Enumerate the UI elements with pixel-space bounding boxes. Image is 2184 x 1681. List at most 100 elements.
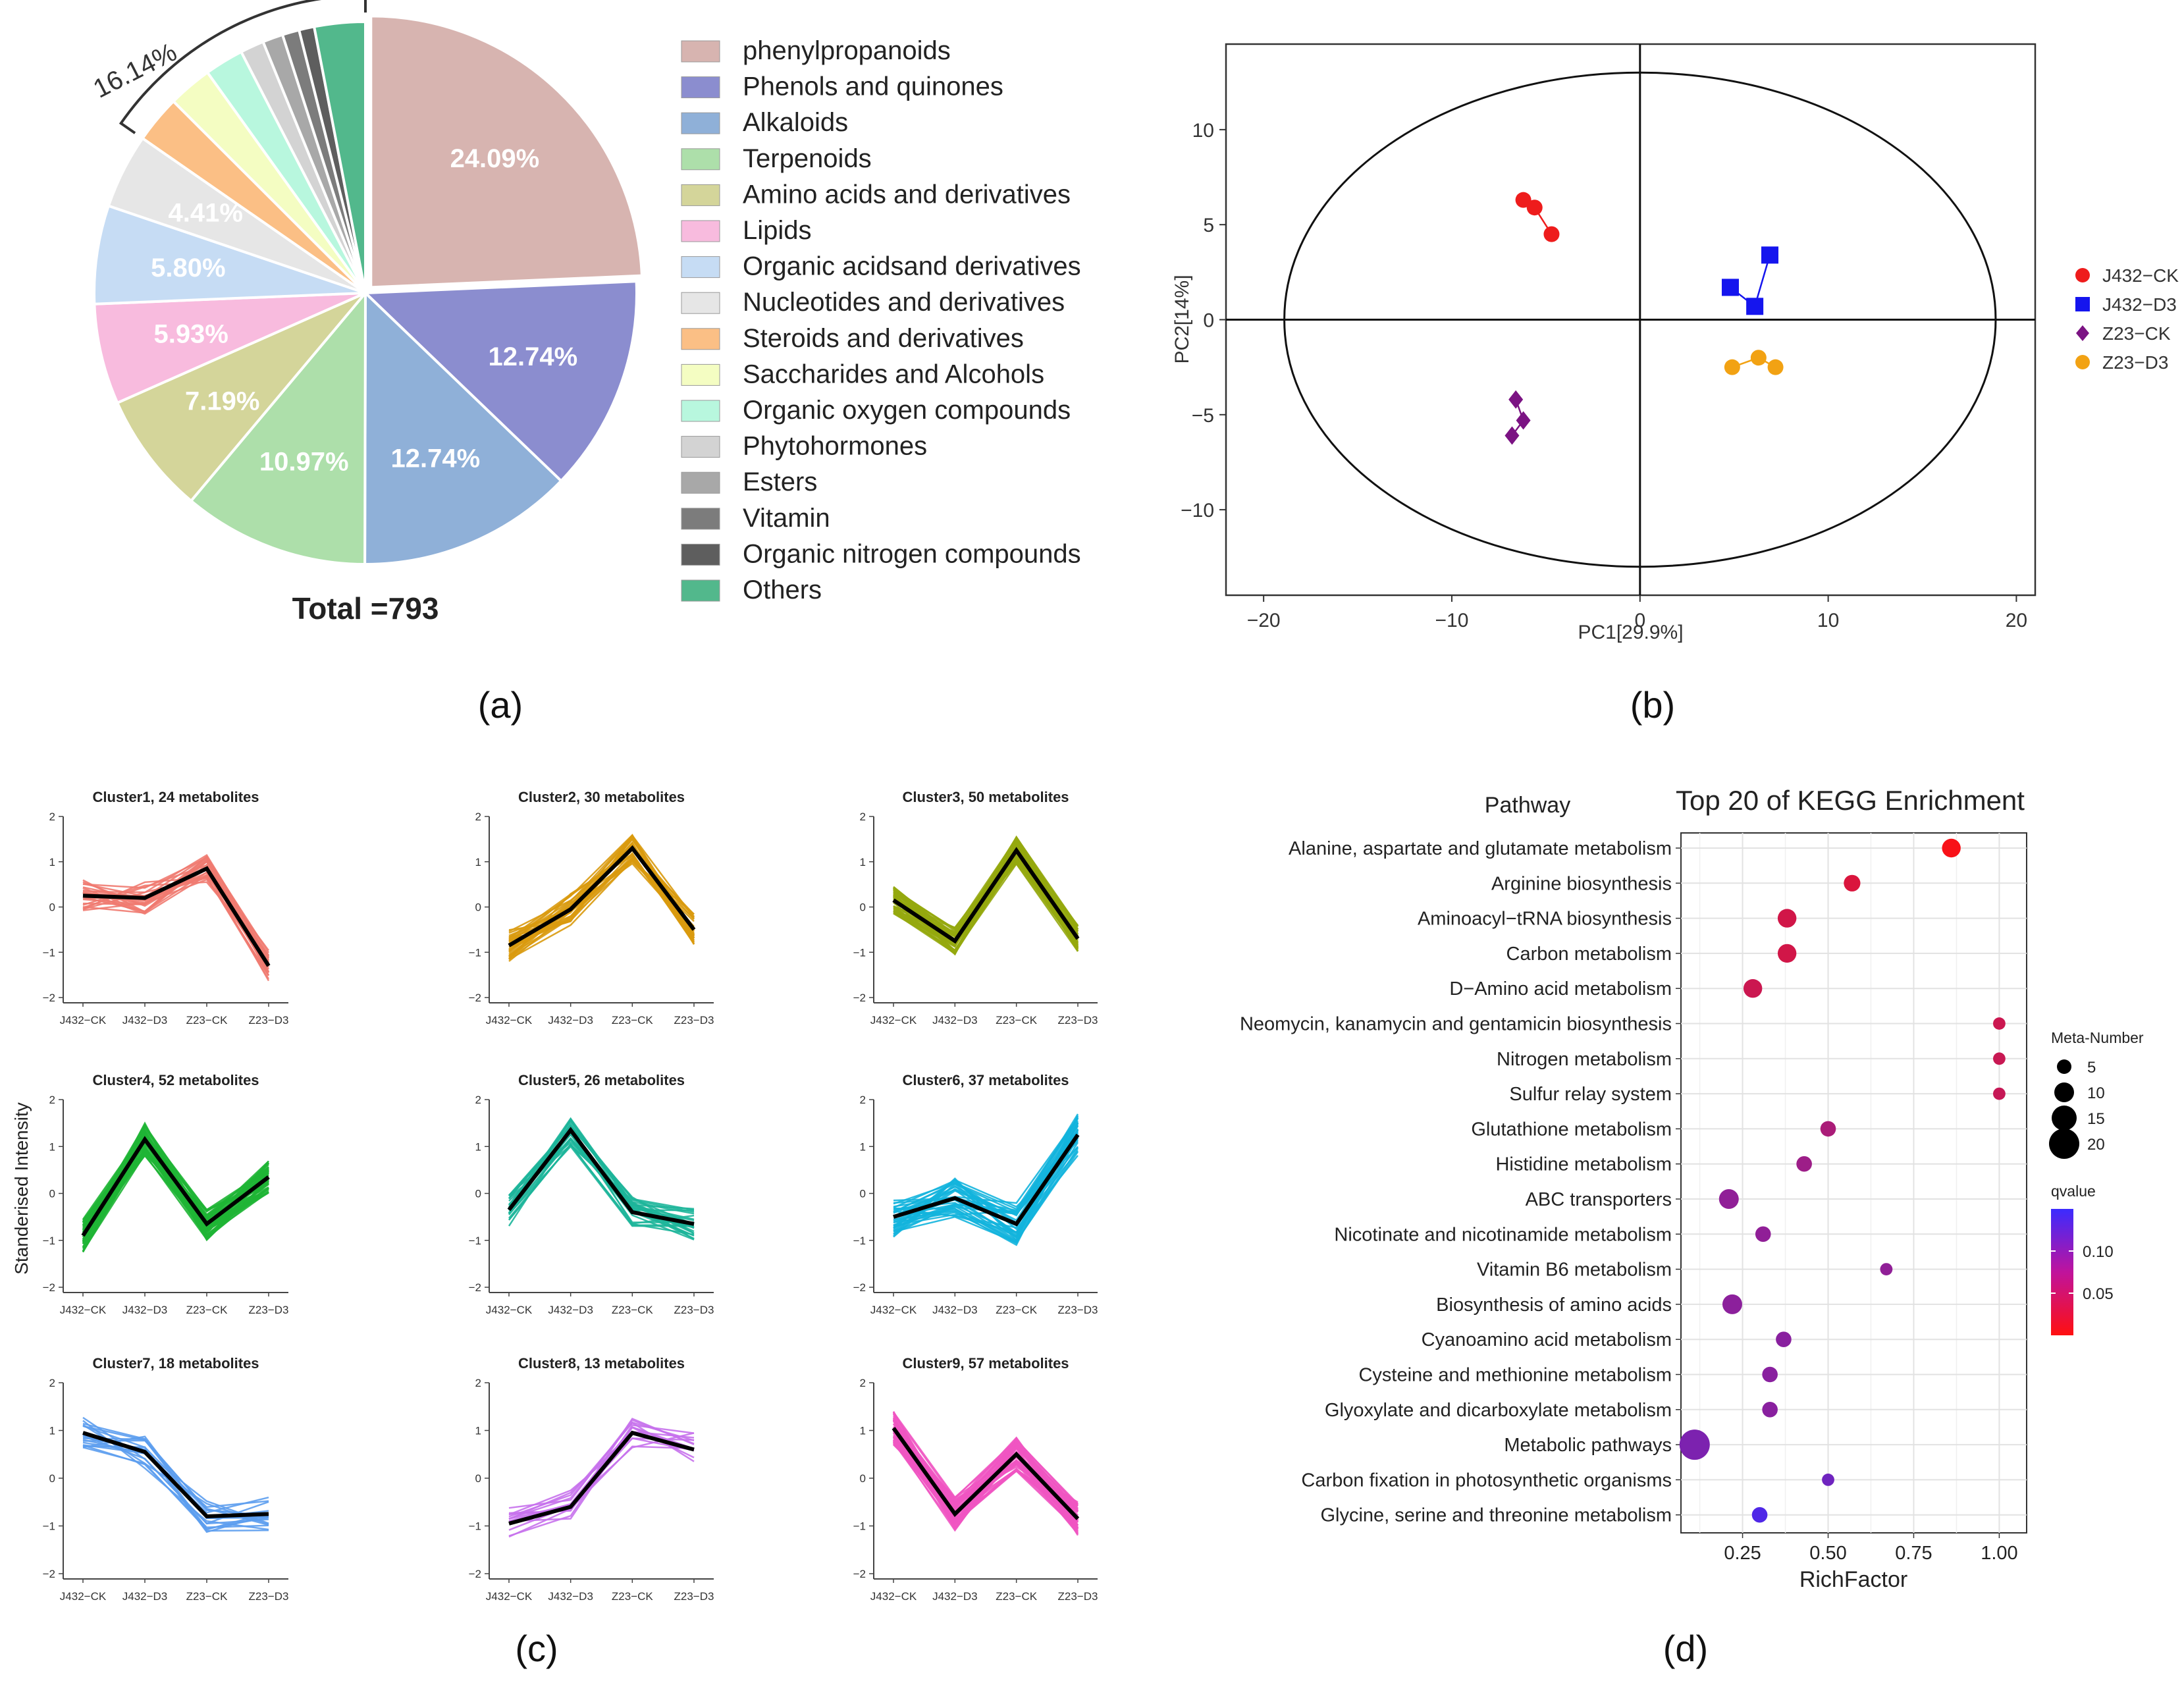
cluster-title: Cluster4, 52 metabolites bbox=[92, 1072, 259, 1088]
data-point bbox=[1746, 298, 1764, 315]
enrichment-bubble bbox=[1777, 909, 1797, 928]
enrichment-bubble bbox=[1880, 1263, 1893, 1275]
metabolite-line bbox=[893, 1113, 1079, 1221]
x-tick-label: Z23−D3 bbox=[1058, 1590, 1098, 1603]
y-tick-label: −2 bbox=[469, 992, 481, 1004]
pie-slice-label: 7.19% bbox=[185, 387, 259, 415]
pathway-label: Cysteine and methionine metabolism bbox=[1358, 1365, 1672, 1386]
size-legend-label: 5 bbox=[2087, 1059, 2096, 1077]
metabolite-line bbox=[508, 1445, 695, 1538]
metabolite-line bbox=[82, 1416, 269, 1525]
x-tick-label: Z23−D3 bbox=[249, 1014, 289, 1027]
x-tick-label: −10 bbox=[1435, 610, 1469, 631]
enrichment-bubble bbox=[1993, 1087, 2006, 1100]
metabolite-line bbox=[82, 1422, 269, 1517]
y-tick-label: 1 bbox=[49, 856, 55, 868]
x-tick-label: J432−CK bbox=[870, 1014, 917, 1027]
color-legend-label: 0.05 bbox=[2083, 1285, 2114, 1303]
legend-label: Vitamin bbox=[743, 504, 830, 533]
cluster-mean-line bbox=[81, 1136, 270, 1237]
legend-label: Nucleotides and derivatives bbox=[743, 288, 1065, 317]
y-tick-label: 1 bbox=[860, 856, 866, 868]
y-tick-label: 1 bbox=[475, 1140, 481, 1153]
legend-label: Z23−D3 bbox=[2102, 352, 2168, 373]
x-tick-label: J432−CK bbox=[870, 1304, 917, 1316]
pie-slice bbox=[312, 20, 367, 294]
x-tick-label: Z23−CK bbox=[996, 1014, 1037, 1027]
pie-total-label: Total =793 bbox=[292, 591, 439, 626]
x-tick-label: 0.25 bbox=[1724, 1543, 1761, 1564]
x-tick-label: J432−CK bbox=[870, 1590, 917, 1603]
legend-label: Others bbox=[743, 575, 822, 604]
legend-swatch bbox=[681, 508, 720, 530]
y-tick-label: −1 bbox=[43, 1520, 55, 1533]
pathway-label: Cyanoamino acid metabolism bbox=[1422, 1329, 1672, 1350]
x-tick-label: J432−D3 bbox=[932, 1304, 978, 1316]
x-tick-label: J432−CK bbox=[60, 1304, 107, 1316]
y-tick-label: 2 bbox=[860, 1377, 866, 1389]
x-tick-label: Z23−CK bbox=[186, 1590, 228, 1603]
y-tick-label: 2 bbox=[49, 1094, 55, 1106]
legend-marker bbox=[2075, 297, 2090, 311]
metabolite-line bbox=[893, 859, 1079, 947]
y-tick-label: −2 bbox=[469, 1568, 481, 1580]
enrichment-bubble bbox=[1751, 1507, 1768, 1523]
size-legend-title: Meta-Number bbox=[2051, 1029, 2144, 1046]
y-tick-label: −2 bbox=[43, 992, 55, 1004]
y-tick-label: −2 bbox=[853, 992, 866, 1004]
y-tick-label: −2 bbox=[853, 1281, 866, 1294]
pathway-label: Aminoacyl−tRNA biosynthesis bbox=[1418, 909, 1672, 930]
pathway-label: Alanine, aspartate and glutamate metabol… bbox=[1289, 838, 1672, 859]
cluster-title: Cluster2, 30 metabolites bbox=[518, 789, 685, 805]
y-tick-label: −1 bbox=[469, 946, 481, 959]
enrichment-bubble bbox=[1993, 1017, 2006, 1030]
metabolite-line bbox=[892, 1412, 1079, 1509]
x-tick-label: J432−CK bbox=[486, 1590, 533, 1603]
y-tick-label: −2 bbox=[469, 1281, 481, 1294]
y-tick-label: −1 bbox=[43, 1235, 55, 1247]
pie-slice-label: 5.93% bbox=[153, 320, 228, 349]
pathway-label: Metabolic pathways bbox=[1504, 1435, 1672, 1456]
y-tick-label: 1 bbox=[49, 1425, 55, 1437]
panel-label: (a) bbox=[478, 684, 523, 726]
enrichment-bubble bbox=[1822, 1474, 1834, 1486]
cluster-title: Cluster3, 50 metabolites bbox=[902, 789, 1069, 805]
y-tick-label: 1 bbox=[860, 1140, 866, 1153]
x-tick-label: 20 bbox=[2006, 610, 2027, 631]
pathway-label: Biosynthesis of amino acids bbox=[1436, 1294, 1672, 1316]
x-tick-label: Z23−CK bbox=[996, 1590, 1037, 1603]
metabolite-line bbox=[82, 1138, 269, 1249]
y-tick-label: −2 bbox=[43, 1281, 55, 1294]
y-tick-label: −2 bbox=[853, 1568, 866, 1580]
enrichment-bubble bbox=[1722, 1294, 1742, 1314]
legend-swatch bbox=[681, 148, 720, 171]
x-tick-label: J432−D3 bbox=[548, 1304, 593, 1316]
y-tick-label: 10 bbox=[1192, 120, 1214, 142]
plot-frame bbox=[1680, 832, 2027, 1534]
legend-marker bbox=[2075, 268, 2090, 282]
pathway-label: Carbon metabolism bbox=[1506, 944, 1672, 965]
x-tick-label: J432−D3 bbox=[122, 1590, 168, 1603]
y-tick-label: 2 bbox=[475, 1094, 481, 1106]
panel-label: (d) bbox=[1663, 1628, 1708, 1669]
y-tick-label: 0 bbox=[860, 1472, 866, 1485]
size-legend-bubble bbox=[2052, 1106, 2077, 1131]
data-point bbox=[1505, 426, 1520, 445]
data-point bbox=[1515, 192, 1531, 208]
x-axis-label: RichFactor bbox=[1799, 1567, 1907, 1592]
legend-label: Z23−CK bbox=[2102, 323, 2171, 344]
legend-swatch bbox=[681, 436, 720, 458]
metabolite-line bbox=[82, 1132, 269, 1226]
y-tick-label: 1 bbox=[860, 1425, 866, 1437]
y-tick-label: 2 bbox=[475, 811, 481, 823]
y-axis-label: PC2[14%] bbox=[1171, 275, 1193, 363]
metabolite-line bbox=[82, 1425, 269, 1517]
panel-a-pie-chart: 24.09% 12.74% 12.74% 10.97% 7.19% 5.93% 5.80% 4… bbox=[89, 0, 1081, 726]
legend-swatch bbox=[681, 328, 720, 350]
y-tick-label: 0 bbox=[860, 901, 866, 914]
cluster-mean-line bbox=[508, 1430, 695, 1526]
y-tick-label: 0 bbox=[475, 1188, 481, 1200]
x-tick-label: Z23−CK bbox=[612, 1590, 653, 1603]
pathway-label: ABC transporters bbox=[1526, 1189, 1672, 1210]
size-legend-bubble bbox=[2049, 1129, 2079, 1159]
